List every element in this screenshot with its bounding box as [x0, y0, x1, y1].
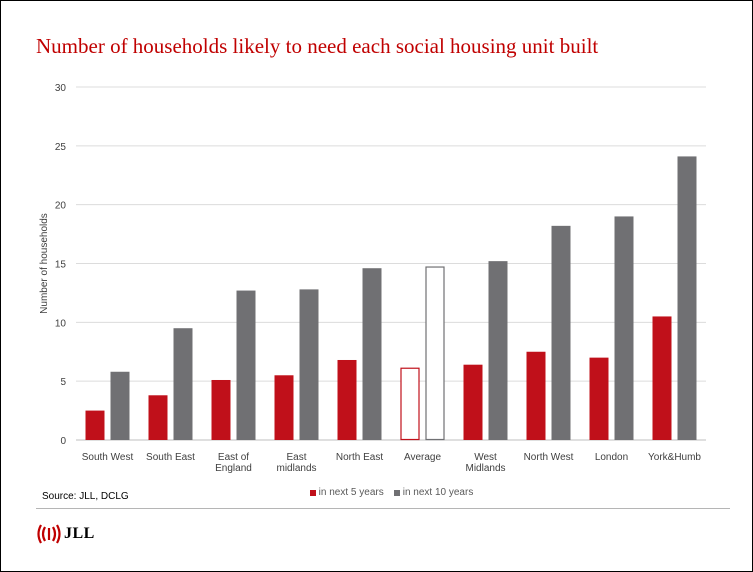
legend-label-10-years: in next 10 years	[402, 487, 474, 498]
jll-logo-icon	[37, 524, 61, 544]
legend: in next 5 years in next 10 years	[0, 487, 753, 498]
x-tick-label: Average	[404, 452, 442, 463]
bar-10yr	[236, 290, 256, 440]
bar-10yr	[677, 156, 697, 440]
legend-swatch-10-years	[393, 489, 400, 496]
y-tick-label: 0	[60, 436, 66, 447]
legend-item-10-years: in next 10 years	[393, 487, 474, 498]
y-axis-ticks: 0 5 10 15 20 25 30	[55, 83, 67, 447]
x-tick-label: South East	[146, 452, 195, 463]
bar-10yr	[425, 266, 445, 441]
x-tick-label: London	[595, 452, 628, 463]
bar-10yr	[614, 216, 634, 440]
bar-5yr	[211, 379, 231, 440]
bar-5yr	[526, 351, 546, 440]
bar-5yr	[148, 395, 168, 440]
y-axis-label: Number of households	[39, 213, 50, 314]
bar-5yr	[589, 357, 609, 440]
jll-logo: JLL	[37, 524, 95, 544]
chart-title: Number of households likely to need each…	[36, 34, 599, 58]
bar-5yr	[400, 367, 420, 441]
x-tick-label: Midlands	[465, 463, 505, 474]
y-tick-label: 10	[55, 318, 67, 329]
y-tick-label: 20	[55, 201, 67, 212]
bar-5yr	[463, 364, 483, 440]
bar-5yr	[337, 359, 357, 440]
jll-logo-text: JLL	[64, 525, 95, 542]
bar-10yr	[110, 371, 130, 440]
y-tick-label: 30	[55, 83, 67, 94]
x-tick-label: East of	[218, 452, 249, 463]
bar-5yr	[652, 316, 672, 440]
legend-item-5-years: in next 5 years	[309, 487, 384, 498]
bar-10yr	[488, 261, 508, 440]
x-tick-label: midlands	[276, 463, 316, 474]
y-tick-label: 25	[55, 142, 67, 153]
x-tick-label: East	[286, 452, 306, 463]
bar-10yr	[362, 268, 382, 440]
x-tick-label: West	[474, 452, 497, 463]
gridlines	[76, 86, 706, 441]
source-note: Source: JLL, DCLG	[42, 491, 129, 502]
x-tick-label: North West	[524, 452, 574, 463]
x-tick-label: North East	[336, 452, 383, 463]
x-tick-label: York&Humb	[648, 452, 701, 463]
y-tick-label: 5	[60, 377, 66, 388]
legend-swatch-5-years	[309, 489, 316, 496]
bar-10yr	[299, 289, 319, 440]
bar-5yr	[85, 410, 105, 440]
footer-divider	[36, 508, 730, 509]
x-tick-label: England	[215, 463, 252, 474]
bars	[85, 156, 697, 441]
legend-label-5-years: in next 5 years	[318, 487, 384, 498]
y-tick-label: 15	[55, 260, 67, 271]
x-tick-label: South West	[82, 452, 134, 463]
bar-10yr	[173, 328, 193, 440]
bar-10yr	[551, 225, 571, 440]
bar-5yr	[274, 375, 294, 440]
